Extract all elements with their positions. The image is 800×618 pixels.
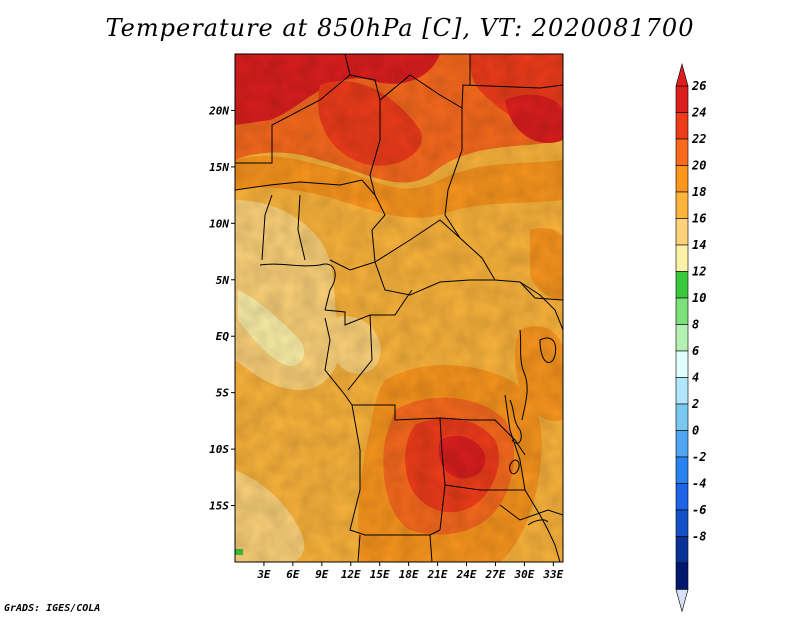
country-borders (235, 54, 563, 562)
colorbar-swatch (675, 536, 689, 564)
lon-tick-label: 3E (256, 568, 271, 581)
colorbar-label: 12 (692, 265, 706, 279)
colorbar-swatch (675, 562, 689, 590)
lon-tick-label: 24E (456, 568, 477, 581)
temperature-field (235, 54, 563, 562)
colorbar-label: -8 (692, 530, 706, 544)
colorbar-label: 24 (691, 106, 706, 120)
colorbar-swatch (675, 138, 689, 166)
colorbar-label: -6 (692, 503, 706, 517)
lat-tick-label: 15S (209, 500, 229, 513)
chart-title: Temperature at 850hPa [C], VT: 202008170… (105, 14, 695, 42)
colorbar-label: 26 (691, 79, 706, 93)
colorbar-swatch (675, 85, 689, 113)
colorbar-swatch (675, 509, 689, 537)
colorbar-label: -4 (692, 477, 706, 491)
lat-tick-label: 5N (216, 274, 230, 287)
colorbar-label: 14 (692, 238, 706, 252)
lon-tick-label: 6E (286, 568, 300, 581)
colorbar-swatch (675, 218, 689, 246)
lon-tick-label: 33E (542, 568, 563, 581)
colorbar-swatch (675, 324, 689, 352)
colorbar-bottom-arrow (675, 589, 689, 613)
grads-credit: GrADS: IGES/COLA (4, 603, 101, 614)
colorbar-label: 8 (692, 318, 699, 332)
lon-tick-label: 9E (315, 568, 329, 581)
latitude-axis: 20N 15N 10N 5N EQ 5S 10S 15S (208, 104, 235, 513)
lon-tick-label: 21E (427, 568, 448, 581)
colorbar-swatch (675, 456, 689, 484)
map-frame (234, 53, 564, 563)
colorbar-swatch (675, 403, 689, 431)
lon-tick-label: 27E (485, 568, 506, 581)
colorbar-swatch (675, 377, 689, 405)
colorbar-swatch (675, 483, 689, 511)
lat-tick-label: 20N (208, 104, 229, 117)
lat-tick-label: 10S (209, 443, 229, 456)
colorbar-swatch (675, 350, 689, 378)
colorbar-swatch (675, 297, 689, 325)
colorbar-label: 20 (691, 159, 706, 173)
colorbar-swatch (675, 271, 689, 299)
colorbar-swatch (675, 112, 689, 140)
colorbar-top-arrow (675, 62, 689, 87)
lon-tick-label: 15E (370, 568, 390, 581)
colorbar-label: 4 (692, 371, 699, 385)
lat-tick-label: 15N (209, 161, 229, 174)
lon-tick-label: 30E (513, 568, 534, 581)
colorbar-label: 18 (692, 185, 706, 199)
longitude-axis: 3E 6E 9E 12E 15E 18E 21E 24E 27E 30E 33E (256, 562, 564, 581)
lon-tick-label: 12E (341, 568, 361, 581)
colorbar-label: 0 (692, 424, 699, 438)
colorbar-label: 2 (691, 397, 699, 411)
colorbar-label: 16 (692, 212, 706, 226)
colorbar-label: 10 (692, 291, 706, 305)
lat-tick-label: 10N (209, 217, 229, 230)
colorbar-label: -2 (692, 450, 706, 464)
colorbar-swatch (675, 244, 689, 272)
lat-tick-label: 5S (216, 387, 230, 400)
lat-tick-label: EQ (216, 330, 230, 343)
colorbar-label: 6 (692, 344, 699, 358)
colorbar-swatch (675, 191, 689, 219)
colorbar-swatch (675, 430, 689, 458)
colorbar-label: 22 (691, 132, 706, 146)
lon-tick-label: 18E (399, 568, 419, 581)
colorbar-swatch (675, 165, 689, 193)
